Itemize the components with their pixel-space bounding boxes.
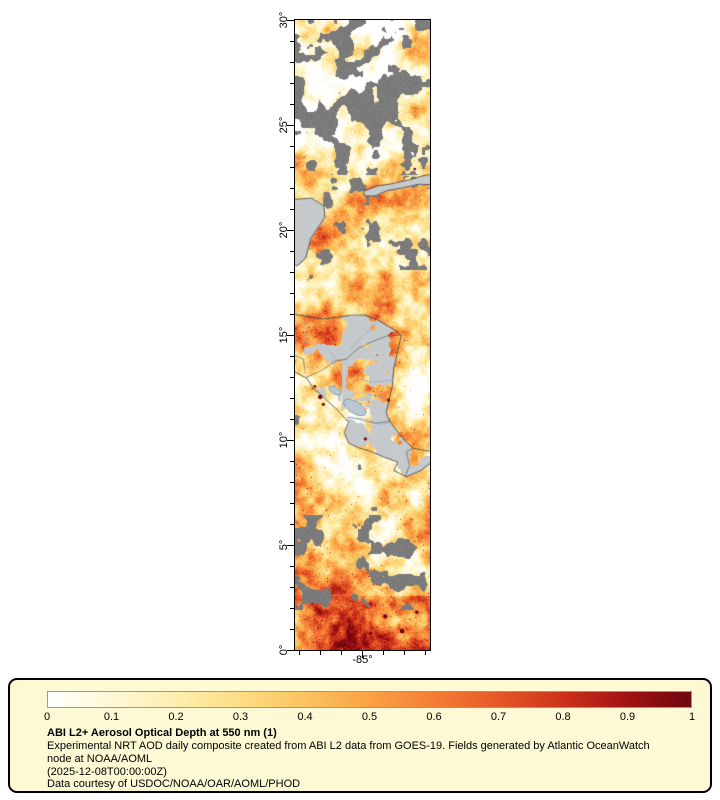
axis-tick [290, 41, 294, 42]
axis-tick [290, 629, 294, 630]
axis-tick [290, 104, 294, 105]
axis-tick [287, 335, 294, 336]
legend-description: Experimental NRT AOD daily composite cre… [47, 740, 650, 765]
colorbar-tick-label: 0.5 [361, 711, 378, 723]
colorbar-tick-label: 0.1 [103, 711, 120, 723]
colorbar-tick-label: 0.2 [168, 711, 184, 723]
axis-tick [290, 356, 294, 357]
axis-tick [290, 587, 294, 588]
axis-tick [290, 293, 294, 294]
x-axis-tick-label: -85° [352, 654, 373, 666]
axis-tick [404, 651, 406, 655]
axis-tick [290, 272, 294, 273]
axis-tick [290, 608, 294, 609]
colorbar-tick-label: 0.8 [555, 711, 571, 723]
colorbar-tick-label: 0 [43, 711, 51, 723]
axis-tick [290, 377, 294, 378]
axis-tick [341, 651, 343, 655]
aod-plot: 30° 25° 20° 15° 10° 5° 0° -85° [278, 12, 431, 666]
axis-tick [290, 461, 294, 462]
axis-tick [290, 167, 294, 168]
colorbar-tick-label: 1 [688, 711, 696, 723]
axis-tick [290, 83, 294, 84]
axis-tick [287, 20, 294, 21]
axis-tick [299, 651, 301, 655]
axis-tick [290, 482, 294, 483]
axis-tick [290, 188, 294, 189]
axis-tick [287, 650, 294, 651]
axis-tick [290, 398, 294, 399]
axis-tick [290, 524, 294, 525]
axis-tick [290, 566, 294, 567]
colorbar-tick-label: 0.4 [297, 711, 313, 723]
axis-tick [290, 62, 294, 63]
axis-tick [425, 651, 427, 655]
colorbar-tick-label: 0.3 [232, 711, 249, 723]
axis-tick [287, 230, 294, 231]
legend-credit: Data courtesy of USDOC/NOAA/OAR/AOML/PHO… [47, 778, 301, 790]
map-frame [294, 19, 431, 651]
axis-tick [383, 651, 385, 655]
axis-tick [287, 545, 294, 546]
colorbar-tick-label: 0.7 [490, 711, 507, 723]
axis-tick [290, 209, 294, 210]
axis-tick [320, 651, 322, 655]
legend-title: ABI L2+ Aerosol Optical Depth at 550 nm … [47, 727, 277, 739]
legend-panel: 0 0.1 0.2 0.3 0.4 0.5 0.6 0.7 0.8 0.9 1 … [8, 678, 712, 793]
axis-tick [287, 440, 294, 441]
axis-tick [290, 146, 294, 147]
colorbar-tick-label: 0.9 [619, 711, 636, 723]
colorbar-ticks: 0 0.1 0.2 0.3 0.4 0.5 0.6 0.7 0.8 0.9 1 [43, 711, 696, 725]
axis-tick [290, 314, 294, 315]
axis-tick [290, 503, 294, 504]
aod-map-canvas [295, 20, 430, 650]
axis-tick [287, 125, 294, 126]
colorbar-tick-label: 0.6 [426, 711, 442, 723]
axis-tick [290, 419, 294, 420]
axis-tick [290, 251, 294, 252]
colorbar [47, 691, 692, 708]
legend-timestamp: (2025-12-08T00:00:00Z) [47, 766, 167, 778]
axis-tick [362, 651, 364, 658]
